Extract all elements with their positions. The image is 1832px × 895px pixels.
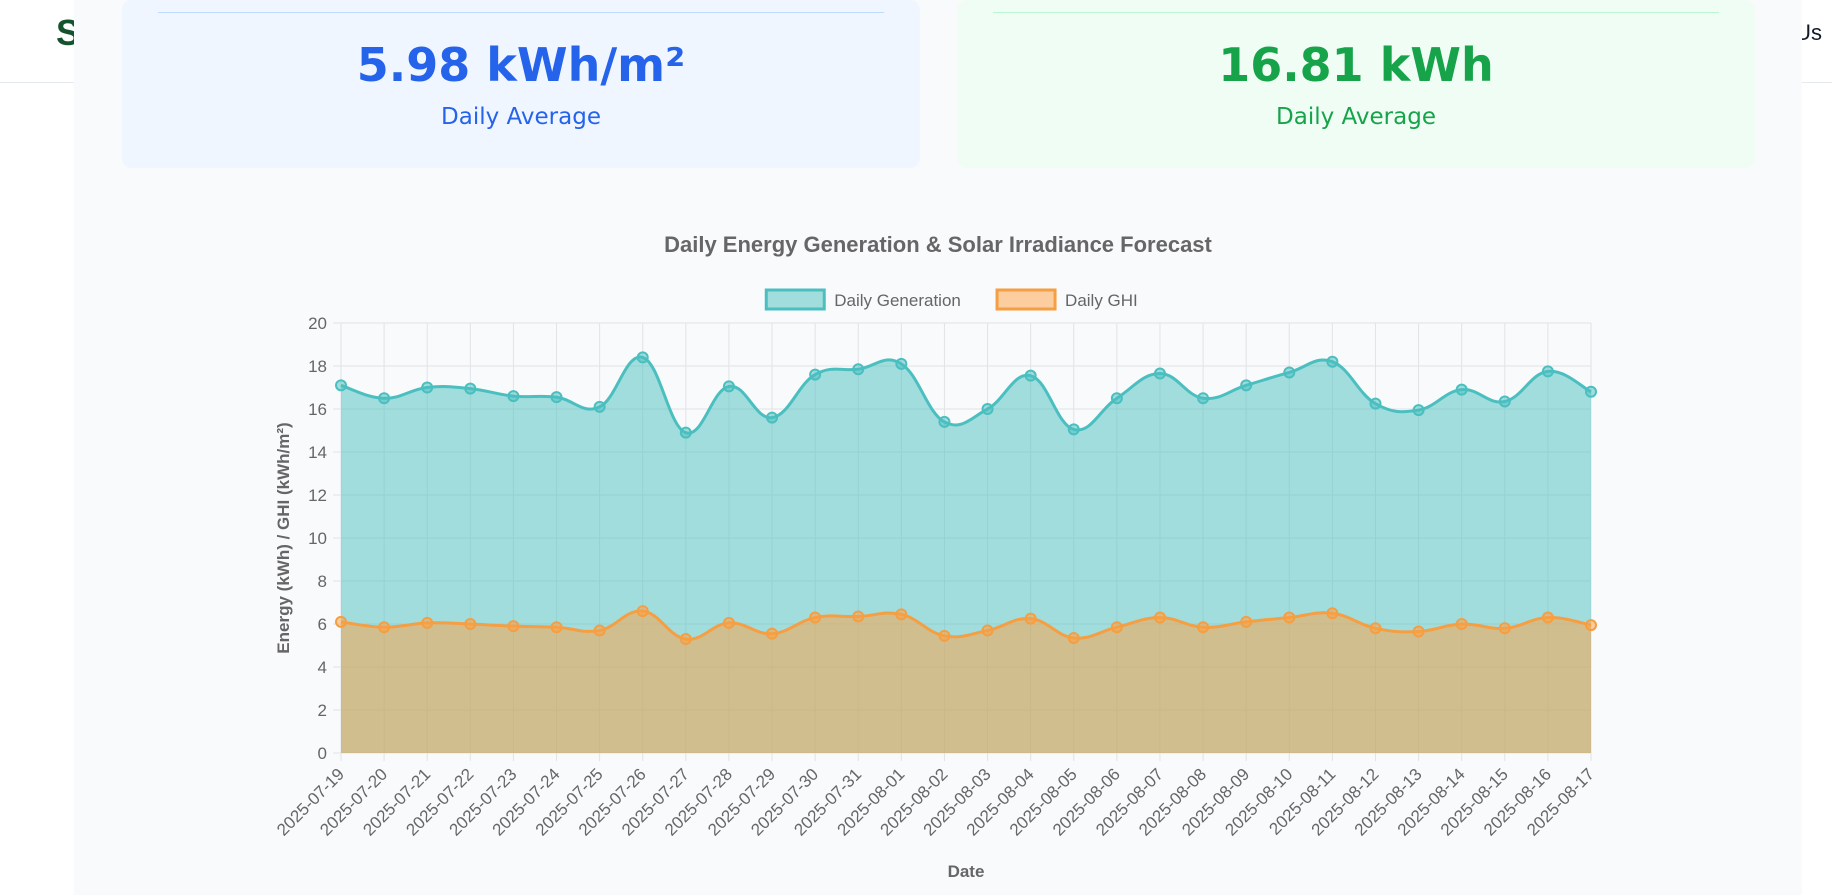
daily-ghi-point [1153,611,1166,624]
y-tick-label: 14 [308,443,327,462]
daily-ghi-point [766,627,779,640]
daily-ghi-point [593,624,606,637]
daily-ghi-point [1455,618,1468,630]
card-divider [993,12,1719,13]
daily-ghi-point [1326,607,1339,620]
daily-ghi-legend-label: Daily GHI [1065,291,1138,310]
daily-ghi-point [981,624,994,637]
y-axis-title: Energy (kWh) / GHI (kWh/m²) [274,422,293,653]
daily-generation-point [766,411,779,424]
daily-generation-point [1585,385,1597,398]
daily-generation-point [852,363,865,376]
y-tick-label: 18 [308,357,327,376]
daily-ghi-point [378,621,391,634]
daily-generation-point [1024,369,1037,382]
daily-generation-point [1240,379,1253,392]
daily-ghi-point [895,608,908,621]
daily-generation-point [1541,365,1554,378]
daily-ghi-point [421,616,434,629]
ghi-daily-average-value: 5.98 kWh/m² [356,38,686,92]
y-tick-label: 8 [318,572,327,591]
generation-summary-card: 16.81 kWh Daily Average [957,0,1755,168]
daily-generation-point [895,357,908,370]
daily-generation-legend-label: Daily Generation [834,291,961,310]
daily-generation-point [1498,395,1511,408]
ghi-daily-average-label: Daily Average [441,104,601,130]
daily-generation-point [1283,366,1296,379]
daily-ghi-point [507,620,520,633]
daily-generation-point [1067,423,1080,436]
daily-generation-point [1455,383,1468,396]
daily-ghi-point [1067,631,1080,644]
daily-ghi-point [938,629,951,642]
y-tick-label: 2 [318,701,327,720]
daily-generation-point [593,400,606,413]
daily-ghi-point [809,611,822,624]
daily-generation-point [1197,392,1210,405]
daily-ghi-point [1412,625,1425,638]
daily-ghi-point [1541,611,1554,624]
card-divider [158,12,884,13]
chart-title: Daily Energy Generation & Solar Irradian… [664,232,1212,257]
generation-daily-average-value: 16.81 kWh [1218,38,1494,92]
daily-generation-point [636,351,649,364]
daily-generation-point [981,403,994,415]
daily-ghi-point [1197,621,1210,634]
daily-ghi-point [1024,612,1037,625]
daily-ghi-point [1369,622,1382,635]
daily-generation-point [507,390,520,403]
daily-ghi-point [722,616,735,629]
y-tick-label: 16 [308,400,327,419]
daily-ghi-point [1498,622,1511,635]
daily-generation-point [1326,355,1339,368]
daily-ghi-point [550,621,563,634]
daily-ghi-point [1110,621,1123,634]
daily-generation-point [938,415,951,428]
daily-generation-point [1369,397,1382,410]
y-tick-label: 20 [308,314,327,333]
y-tick-label: 4 [318,658,327,677]
daily-generation-point [1110,392,1123,405]
daily-ghi-point [1585,619,1597,632]
y-tick-label: 6 [318,615,327,634]
daily-generation-point [378,392,391,405]
daily-generation-point [335,379,347,392]
daily-ghi-point [1240,615,1253,628]
daily-generation-point [1412,404,1425,417]
daily-ghi-point [335,615,347,628]
y-tick-label: 10 [308,529,327,548]
daily-generation-point [722,380,735,393]
daily-ghi-point [464,618,477,630]
daily-generation-point [421,381,434,394]
daily-generation-point [679,426,692,439]
daily-ghi-point [679,633,692,646]
ghi-summary-card: 5.98 kWh/m² Daily Average [122,0,920,168]
daily-ghi-point [636,605,649,618]
daily-ghi-point [852,610,865,623]
daily-generation-point [1153,367,1166,380]
daily-generation-point [809,368,822,381]
y-tick-label: 0 [318,744,327,763]
daily-ghi-legend-swatch [995,288,1057,311]
generation-daily-average-label: Daily Average [1276,104,1436,130]
daily-generation-point [550,391,563,404]
daily-ghi-point [1283,611,1296,624]
daily-ghi-area [341,610,1591,753]
daily-generation-point [464,382,477,395]
y-tick-label: 12 [308,486,327,505]
daily-generation-legend-swatch [764,288,826,311]
x-axis-title: Date [948,862,985,881]
